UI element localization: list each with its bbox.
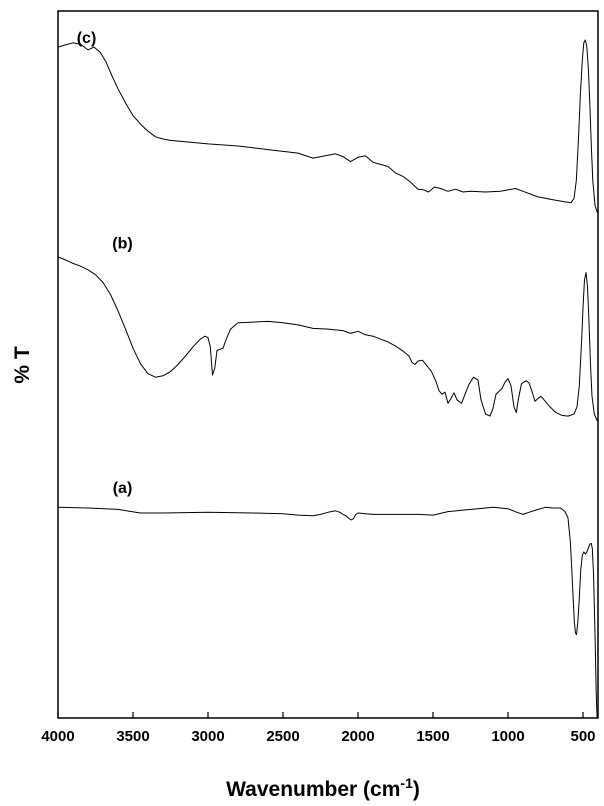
x-tick-label-3500: 3500 (116, 728, 149, 745)
x-tick-label-3000: 3000 (191, 728, 224, 745)
x-axis-title-superscript: -1 (400, 775, 413, 791)
series-line-c (57, 39, 598, 213)
x-tick-label-1000: 1000 (491, 728, 524, 745)
series-labels: (c) (b) (a) (77, 30, 133, 497)
series-line-b (57, 256, 598, 422)
x-tick-label-1500: 1500 (416, 728, 449, 745)
x-tick-label-2000: 2000 (341, 728, 374, 745)
x-axis-title: Wavenumber (cm-1) (226, 775, 420, 801)
y-axis-title: % T (11, 346, 34, 384)
series-group (57, 39, 598, 719)
x-tick-label-4000: 4000 (41, 728, 74, 745)
x-tick-label-500: 500 (570, 728, 595, 745)
series-label-b: (b) (112, 236, 132, 253)
x-axis-title-main: Wavenumber (cm (226, 778, 400, 801)
plot-frame (57, 10, 599, 719)
x-axis-ticks (57, 712, 584, 718)
x-axis-title-end: ) (413, 778, 420, 801)
series-label-c: (c) (77, 30, 97, 47)
x-axis-tick-labels: 4000 3500 3000 2500 2000 1500 1000 500 (41, 728, 595, 745)
series-label-a: (a) (113, 480, 133, 497)
series-line-a (57, 506, 598, 719)
x-tick-label-2500: 2500 (266, 728, 299, 745)
